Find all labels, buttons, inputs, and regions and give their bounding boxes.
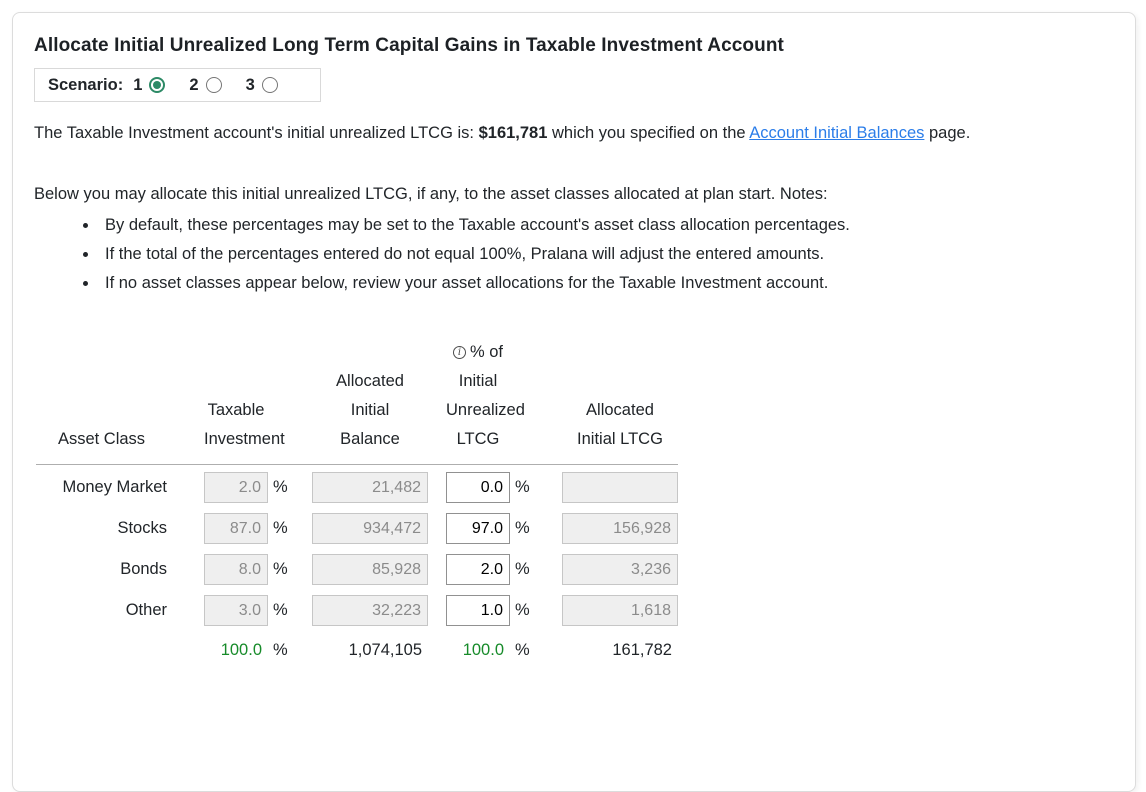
table-header-row: Asset Class Taxable Investment Allocated… bbox=[36, 338, 678, 454]
percent-sign: % bbox=[515, 641, 530, 659]
allocated-initial-balance-input bbox=[312, 595, 428, 626]
taxable-investment-pct-input bbox=[204, 554, 268, 585]
allocated-initial-ltcg-input bbox=[562, 513, 678, 544]
table-row-other: Other % % bbox=[36, 595, 678, 626]
page-title: Allocate Initial Unrealized Long Term Ca… bbox=[34, 35, 784, 56]
intro-text-after: page. bbox=[924, 124, 971, 142]
allocated-initial-balance-input bbox=[312, 513, 428, 544]
note-item: If no asset classes appear below, review… bbox=[99, 269, 1115, 298]
scenario-option-3[interactable]: 3 bbox=[246, 76, 278, 95]
header-divider bbox=[36, 464, 678, 465]
pct-initial-unrealized-ltcg-input[interactable] bbox=[446, 513, 510, 544]
notes-lead: Below you may allocate this initial unre… bbox=[34, 185, 828, 203]
scenario-option-1[interactable]: 1 bbox=[133, 75, 166, 95]
allocated-initial-ltcg-input bbox=[562, 472, 678, 503]
total-allocated-initial-ltcg: 161,782 bbox=[612, 641, 672, 659]
intro-text: The Taxable Investment account's initial… bbox=[34, 122, 1115, 144]
ltcg-amount: $161,781 bbox=[478, 124, 548, 142]
asset-class-label: Bonds bbox=[120, 560, 167, 578]
asset-class-label: Money Market bbox=[62, 478, 167, 496]
percent-sign: % bbox=[273, 478, 288, 496]
scenario-selector: Scenario: 1 2 3 bbox=[34, 68, 321, 102]
table-row-money-market: Money Market % % bbox=[36, 472, 678, 503]
scenario-label: Scenario: bbox=[48, 75, 124, 94]
percent-sign: % bbox=[515, 478, 530, 496]
taxable-investment-pct-input bbox=[204, 513, 268, 544]
header-pct-initial-unrealized-ltcg: i% of Initial Unrealized LTCG bbox=[446, 343, 525, 448]
main-panel: Allocate Initial Unrealized Long Term Ca… bbox=[12, 12, 1136, 792]
scenario-option-2[interactable]: 2 bbox=[189, 75, 222, 95]
percent-sign: % bbox=[515, 560, 530, 578]
notes-list: By default, these percentages may be set… bbox=[34, 211, 1115, 298]
scenario-option-3-label: 3 bbox=[245, 75, 255, 94]
percent-sign: % bbox=[515, 601, 530, 619]
taxable-investment-pct-input bbox=[204, 472, 268, 503]
total-pct-initial-unrealized-ltcg: 100.0 bbox=[462, 641, 504, 659]
allocated-initial-ltcg-input bbox=[562, 554, 678, 585]
asset-class-label: Stocks bbox=[117, 519, 167, 537]
percent-sign: % bbox=[273, 641, 288, 659]
note-item: By default, these percentages may be set… bbox=[99, 211, 1115, 240]
pct-initial-unrealized-ltcg-input[interactable] bbox=[446, 472, 510, 503]
radio-button-scenario-1[interactable] bbox=[149, 77, 166, 93]
radio-button-scenario-2[interactable] bbox=[205, 77, 222, 93]
header-allocated-initial-ltcg: Allocated Initial LTCG bbox=[577, 401, 663, 448]
pct-initial-unrealized-ltcg-input[interactable] bbox=[446, 554, 510, 585]
percent-sign: % bbox=[273, 601, 288, 619]
account-initial-balances-link[interactable]: Account Initial Balances bbox=[749, 124, 925, 142]
scenario-option-2-label: 2 bbox=[189, 75, 199, 94]
note-item: If the total of the percentages entered … bbox=[99, 240, 1115, 269]
intro-text-before: The Taxable Investment account's initial… bbox=[34, 124, 479, 142]
pct-initial-unrealized-ltcg-input[interactable] bbox=[446, 595, 510, 626]
percent-sign: % bbox=[273, 560, 288, 578]
table-row-stocks: Stocks % % bbox=[36, 513, 678, 544]
scenario-option-1-label: 1 bbox=[133, 75, 143, 94]
total-allocated-initial-balance: 1,074,105 bbox=[348, 641, 422, 659]
allocated-initial-balance-input bbox=[312, 554, 428, 585]
header-allocated-initial-balance: Allocated Initial Balance bbox=[336, 372, 404, 448]
intro-text-middle: which you specified on the bbox=[547, 124, 750, 142]
taxable-investment-pct-input bbox=[204, 595, 268, 626]
header-asset-class: Asset Class bbox=[57, 430, 146, 448]
header-taxable-investment: Taxable Investment bbox=[204, 401, 285, 448]
asset-class-label: Other bbox=[125, 601, 167, 619]
percent-sign: % bbox=[273, 519, 288, 537]
allocated-initial-balance-input bbox=[312, 472, 428, 503]
info-icon[interactable]: i bbox=[452, 346, 466, 359]
percent-sign: % bbox=[515, 519, 530, 537]
radio-button-scenario-3[interactable] bbox=[261, 77, 278, 93]
ltcg-allocation-table: Asset Class Taxable Investment Allocated… bbox=[36, 338, 678, 665]
table-totals-row: 100.0 % 1,074,105 100.0 % 161,782 bbox=[36, 636, 678, 665]
allocated-initial-ltcg-input bbox=[562, 595, 678, 626]
table-row-bonds: Bonds % % bbox=[36, 554, 678, 585]
total-taxable-investment-pct: 100.0 bbox=[220, 641, 262, 659]
